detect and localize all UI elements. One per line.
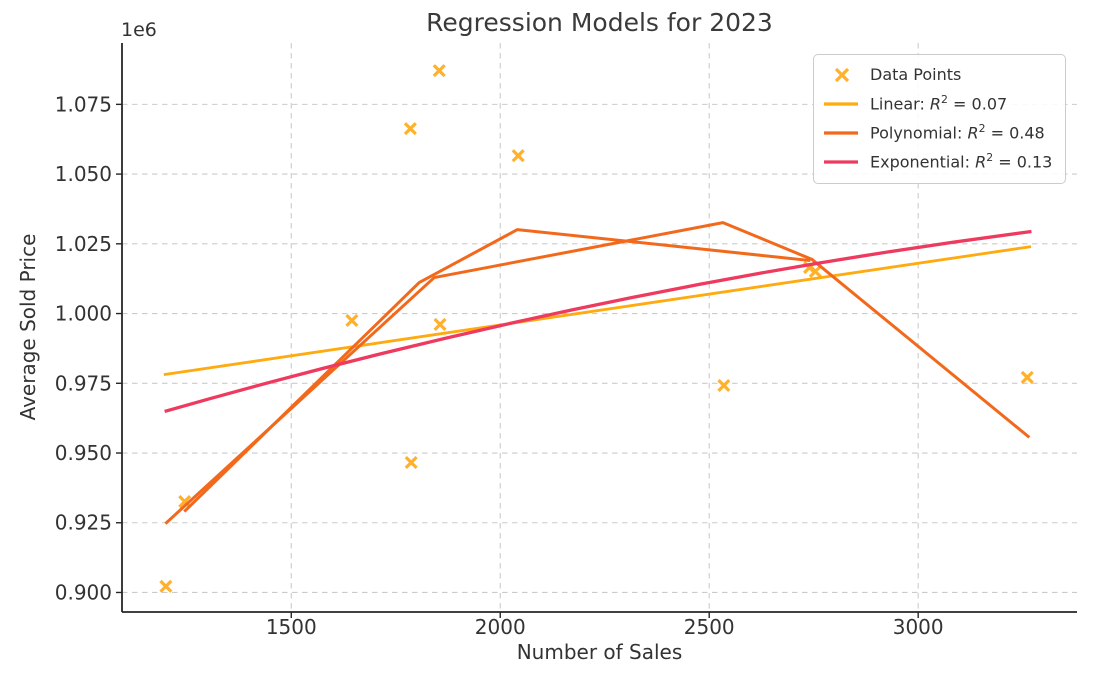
legend: Data Points Linear: R2 = 0.07 Polynomial: … xyxy=(813,54,1066,184)
polynomial-fit-line xyxy=(164,221,1031,525)
legend-line-icon xyxy=(822,96,860,112)
y-tick-label: 0.925 xyxy=(55,511,112,535)
y-tick-label: 1.025 xyxy=(55,232,112,256)
data-point-marker xyxy=(433,317,447,331)
legend-row-linear: Linear: R2 = 0.07 xyxy=(822,89,1055,118)
legend-row-polynomial: Polynomial: R2 = 0.48 xyxy=(822,118,1055,147)
legend-line-icon xyxy=(822,125,860,141)
data-point-marker xyxy=(403,122,417,136)
polynomial-fit-line xyxy=(183,228,811,513)
data-point-marker xyxy=(178,495,192,509)
linear-fit-line xyxy=(163,245,1032,377)
legend-label-exponential: Exponential: R2 = 0.13 xyxy=(870,151,1053,172)
data-point-marker xyxy=(345,313,359,328)
x-tick-label: 1500 xyxy=(266,615,317,639)
legend-line-icon xyxy=(822,154,860,170)
data-point-marker xyxy=(717,378,731,393)
y-tick-label: 0.900 xyxy=(55,580,112,604)
data-point-marker xyxy=(432,64,446,78)
legend-label-linear: Linear: R2 = 0.07 xyxy=(870,93,1008,114)
y-axis-offset-label: 1e6 xyxy=(121,19,157,41)
x-axis-label: Number of Sales xyxy=(516,640,683,664)
legend-marker-icon xyxy=(822,67,860,83)
y-tick-label: 1.000 xyxy=(55,302,112,326)
x-tick-label: 3000 xyxy=(893,615,944,639)
data-point-marker xyxy=(404,455,418,470)
legend-row-points: Data Points xyxy=(822,60,1055,89)
data-point-marker xyxy=(511,149,525,163)
data-point-marker xyxy=(1020,370,1034,384)
y-tick-label: 0.975 xyxy=(55,371,112,395)
chart-title: Regression Models for 2023 xyxy=(426,8,773,37)
data-point-marker xyxy=(808,264,822,278)
y-axis-label: Average Sold Price xyxy=(16,233,40,421)
legend-label-polynomial: Polynomial: R2 = 0.48 xyxy=(870,122,1045,143)
legend-label-points: Data Points xyxy=(870,65,962,84)
legend-row-exponential: Exponential: R2 = 0.13 xyxy=(822,147,1055,176)
y-tick-label: 1.075 xyxy=(55,92,112,116)
x-tick-label: 2000 xyxy=(475,615,526,639)
y-tick-label: 1.050 xyxy=(55,162,112,186)
y-tick-label: 0.950 xyxy=(55,441,112,465)
exponential-fit-curve xyxy=(164,229,1032,414)
data-point-marker xyxy=(159,579,173,593)
x-tick-label: 2500 xyxy=(684,615,735,639)
